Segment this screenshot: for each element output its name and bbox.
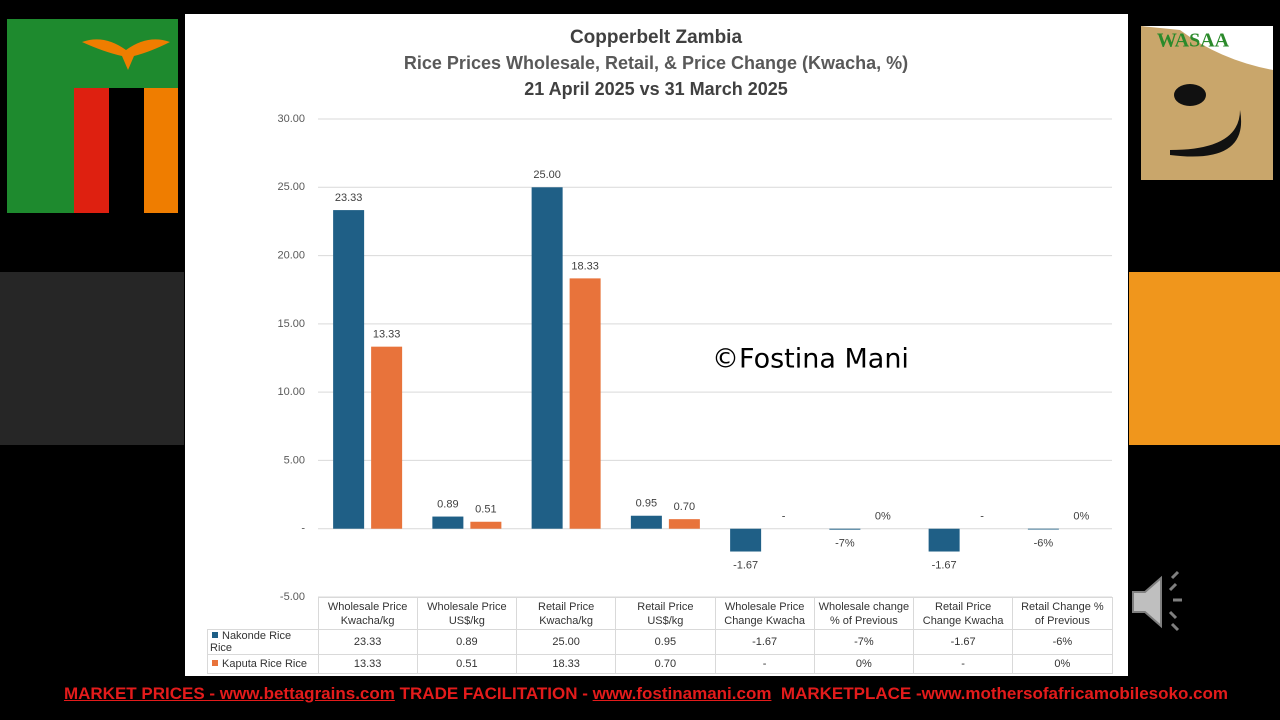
- y-tick-label: 25.00: [277, 181, 305, 193]
- table-cell: -1.67: [912, 629, 1014, 655]
- zambia-flag: [7, 19, 178, 213]
- x-tick-label: Retail Price Change Kwacha: [912, 597, 1014, 630]
- data-label: 23.33: [335, 192, 363, 204]
- table-cell: -7%: [813, 629, 915, 655]
- bar: [371, 346, 403, 529]
- legend-label: Nakonde Rice Rice: [210, 630, 292, 654]
- data-label: 0.51: [475, 504, 496, 516]
- y-tick-label: 30.00: [277, 113, 305, 125]
- footer-link[interactable]: MARKET PRICES - www.bettagrains.com: [63, 684, 395, 703]
- x-tick-label: Retail Change % of Previous: [1012, 597, 1113, 630]
- chart-subtitle: Rice Prices Wholesale, Retail, & Price C…: [404, 53, 908, 73]
- x-tick-label: Retail Price Kwacha/kg: [515, 597, 617, 630]
- x-tick-label: Wholesale Price US$/kg: [416, 597, 518, 630]
- bar: [432, 516, 464, 529]
- bar: [531, 187, 563, 529]
- legend-entry: Nakonde Rice Rice: [207, 629, 319, 655]
- table-row: Nakonde Rice Rice 23.33 0.89 25.00 0.95 -1.67…: [207, 629, 1113, 655]
- chart-panel: [185, 14, 1128, 676]
- data-table: Wholesale Price Kwacha/kg Wholesale Price…: [207, 597, 1113, 674]
- legend-entry: Kaputa Rice Rice: [207, 654, 319, 674]
- bar: [668, 519, 700, 529]
- table-row: Kaputa Rice Rice 13.33 0.51 18.33 0.70-0% -0%: [207, 654, 1113, 674]
- side-band: [0, 272, 184, 445]
- table-cell: 25.00: [515, 629, 617, 655]
- data-label: 0%: [1073, 511, 1089, 523]
- footer: MARKET PRICES - www.bettagrains.com TRAD…: [0, 684, 1280, 704]
- table-corner: [208, 598, 319, 630]
- table-cell: -1.67: [714, 629, 815, 655]
- data-label: 0.70: [674, 501, 695, 513]
- bar: [470, 521, 502, 529]
- table-cell: 0.70: [615, 654, 716, 674]
- table-cell: 0.95: [615, 629, 716, 655]
- bar: [569, 278, 601, 529]
- data-label: 25.00: [533, 169, 561, 181]
- x-tick-label: Wholesale Price Change Kwacha: [714, 597, 815, 630]
- y-tick-label: -: [301, 523, 305, 535]
- table-cell: -6%: [1012, 629, 1113, 655]
- legend-swatch: [212, 632, 218, 638]
- table-cell: -: [714, 654, 815, 674]
- bar: [730, 528, 762, 552]
- x-tick-label: Wholesale Price Kwacha/kg: [317, 597, 418, 630]
- wasaa-logo: WASAA: [1141, 26, 1273, 180]
- logo-text: WASAA: [1157, 30, 1230, 52]
- bar: [1027, 528, 1059, 530]
- data-label: -1.67: [932, 559, 957, 571]
- table-cell: 0%: [813, 654, 915, 674]
- x-tick-label: Retail Price US$/kg: [615, 597, 716, 630]
- data-label: 0.95: [636, 498, 657, 510]
- data-label: -1.67: [733, 559, 758, 571]
- y-tick-label: 5.00: [284, 454, 305, 466]
- table-cell: 13.33: [317, 654, 418, 674]
- side-band: [1129, 272, 1280, 445]
- table-cell: 23.33: [317, 629, 418, 655]
- data-label: -: [782, 511, 786, 523]
- table-cell: 0.51: [416, 654, 518, 674]
- data-label: 0.89: [437, 498, 458, 510]
- table-header-row: Wholesale Price Kwacha/kg Wholesale Price…: [208, 597, 1113, 630]
- legend-label: Kaputa Rice Rice: [222, 658, 307, 670]
- speaker-icon[interactable]: [1132, 570, 1182, 632]
- footer-text: MARKETPLACE -www.mothersofafricamobileso…: [780, 684, 1229, 703]
- y-tick-label: -5.00: [280, 591, 305, 603]
- data-label: -7%: [835, 538, 855, 550]
- table-cell: -: [912, 654, 1014, 674]
- y-tick-label: 15.00: [277, 318, 305, 330]
- legend-swatch: [212, 660, 218, 666]
- data-label: -: [980, 511, 984, 523]
- table-cell: 0%: [1012, 654, 1113, 674]
- chart-title: Copperbelt Zambia: [570, 27, 743, 48]
- data-label: 0%: [875, 511, 891, 523]
- watermark: ©Fostina Mani: [712, 344, 909, 375]
- y-tick-label: 10.00: [277, 386, 305, 398]
- bar: [928, 528, 960, 552]
- data-label: -6%: [1034, 537, 1054, 549]
- table-cell: 0.89: [416, 629, 518, 655]
- data-label: 18.33: [571, 260, 599, 272]
- bar: [630, 515, 662, 529]
- bar: [829, 528, 861, 530]
- data-label: 13.33: [373, 329, 401, 341]
- chart-date-range: 21 April 2025 vs 31 March 2025: [524, 79, 788, 99]
- x-tick-label: Wholesale change % of Previous: [813, 597, 915, 630]
- footer-text: TRADE FACILITATION -: [399, 684, 588, 703]
- bar: [333, 210, 365, 529]
- footer-link[interactable]: www.fostinamani.com: [592, 684, 772, 703]
- table-cell: 18.33: [515, 654, 617, 674]
- y-tick-label: 20.00: [277, 249, 305, 261]
